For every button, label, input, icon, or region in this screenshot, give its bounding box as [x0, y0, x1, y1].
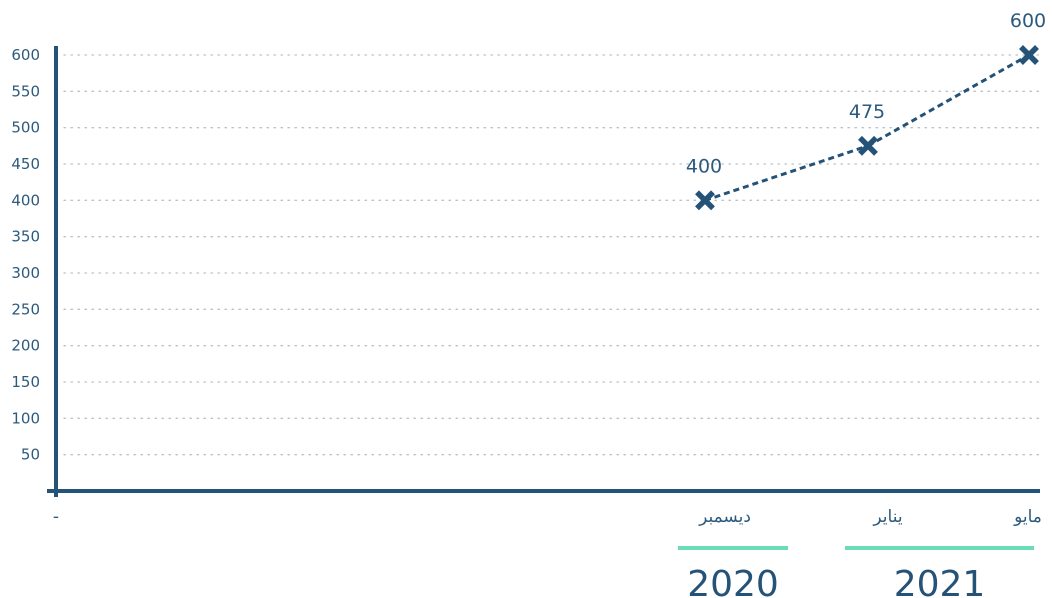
- x-tick-label: يناير: [872, 507, 902, 527]
- y-tick-label: 600: [11, 46, 40, 64]
- y-tick-label: 250: [11, 300, 40, 318]
- y-tick-label: 200: [11, 337, 40, 355]
- y-tick-label: 150: [11, 373, 40, 391]
- x-tick-label: ديسمبر: [698, 507, 751, 527]
- series-segment: [867, 53, 1030, 148]
- data-label: 600: [1010, 10, 1046, 32]
- gridlines: [63, 54, 1041, 456]
- x-tick-labels: - ديسمبر يناير مايو: [53, 507, 1042, 527]
- y-tick-label: 550: [11, 82, 40, 100]
- y-tick-label: 500: [11, 119, 40, 137]
- y-tick-label: 300: [11, 264, 40, 282]
- y-tick-label: 400: [11, 191, 40, 209]
- axes: [47, 46, 1040, 497]
- marker-stroke: [1019, 45, 1039, 65]
- series-line: [704, 53, 1030, 202]
- x-tick-label: -: [53, 507, 59, 527]
- y-tick-label: 100: [11, 409, 40, 427]
- series-segment: [704, 144, 869, 202]
- x-tick-label: مايو: [1013, 507, 1042, 527]
- data-label: 400: [686, 155, 722, 177]
- year-groups: 2020 2021: [678, 546, 1034, 598]
- data-point-marker: [695, 190, 715, 211]
- data-label: 475: [849, 101, 885, 123]
- y-tick-label: 450: [11, 155, 40, 173]
- data-markers: [695, 45, 1039, 211]
- year-label: 2020: [687, 564, 779, 598]
- data-point-marker: [858, 135, 878, 156]
- marker-stroke: [858, 135, 878, 156]
- y-tick-label: 350: [11, 228, 40, 246]
- data-labels: 400 475 600: [686, 10, 1046, 177]
- marker-stroke: [695, 190, 715, 211]
- y-tick-label: 50: [21, 446, 40, 464]
- data-point-marker: [1019, 45, 1039, 65]
- year-label: 2021: [894, 564, 986, 598]
- y-tick-labels: 50 100 150 200 250 300 350 400 450 500 550 600: [11, 46, 40, 464]
